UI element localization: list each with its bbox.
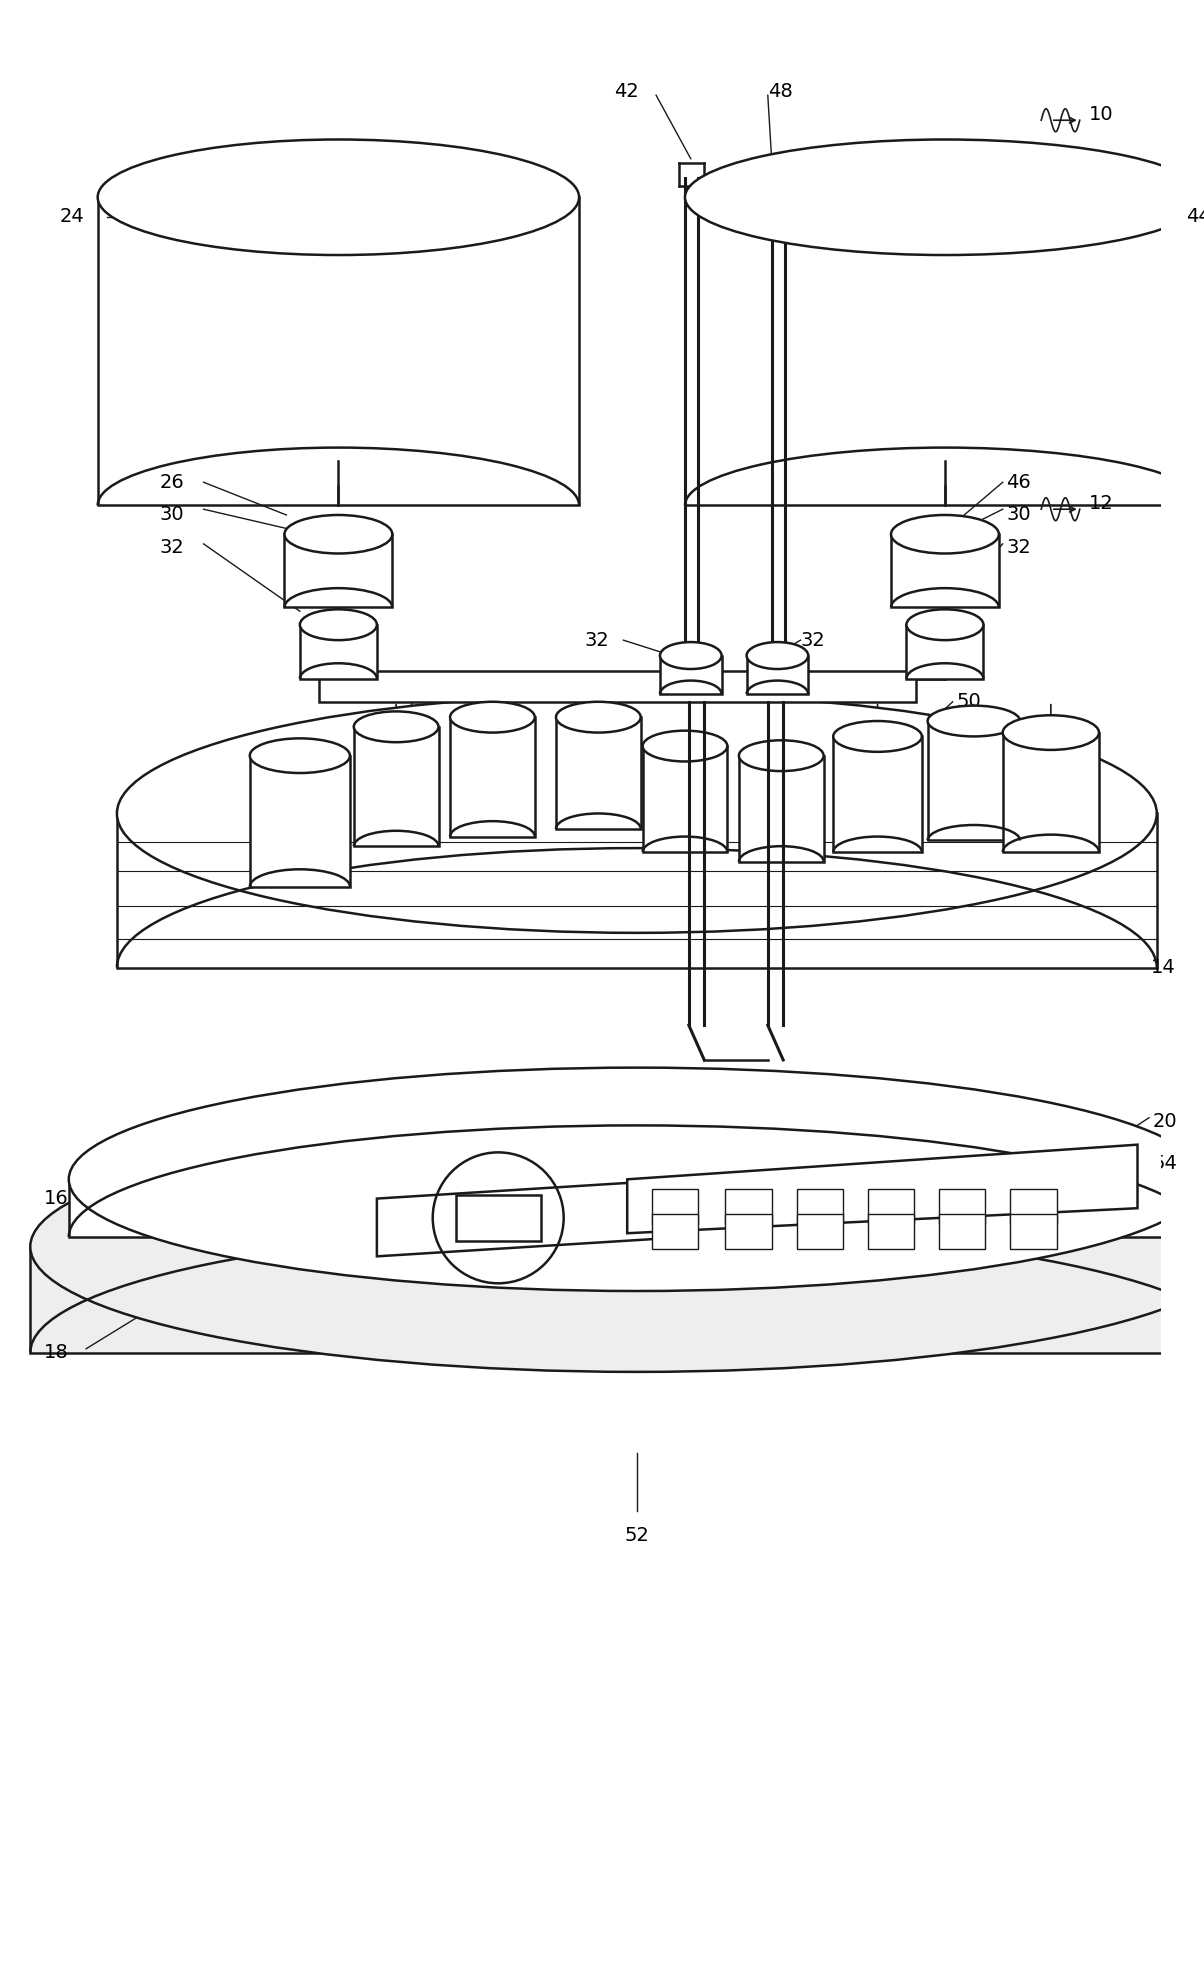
Ellipse shape xyxy=(30,1121,1204,1371)
Polygon shape xyxy=(69,1180,1204,1238)
Polygon shape xyxy=(117,813,1157,968)
FancyBboxPatch shape xyxy=(939,1188,985,1224)
Text: 30: 30 xyxy=(159,505,184,525)
Ellipse shape xyxy=(660,642,721,670)
Ellipse shape xyxy=(354,711,438,743)
Ellipse shape xyxy=(69,1067,1204,1292)
Text: 44: 44 xyxy=(1186,207,1204,227)
Polygon shape xyxy=(556,717,641,829)
Text: 30: 30 xyxy=(1007,505,1031,525)
Polygon shape xyxy=(30,1246,1204,1353)
Text: 32: 32 xyxy=(585,630,609,650)
Ellipse shape xyxy=(685,139,1204,254)
Text: 10: 10 xyxy=(1090,105,1114,123)
Text: 46: 46 xyxy=(1007,473,1032,491)
FancyBboxPatch shape xyxy=(868,1214,914,1248)
Polygon shape xyxy=(377,1180,685,1256)
Text: 34: 34 xyxy=(868,827,892,846)
FancyBboxPatch shape xyxy=(726,1214,772,1248)
Text: 22: 22 xyxy=(1022,1232,1046,1250)
Text: 28: 28 xyxy=(294,827,319,846)
Ellipse shape xyxy=(907,610,984,640)
Ellipse shape xyxy=(284,515,393,554)
Polygon shape xyxy=(1003,733,1099,852)
Text: 54: 54 xyxy=(1153,1154,1178,1174)
FancyBboxPatch shape xyxy=(797,1214,843,1248)
Polygon shape xyxy=(833,737,922,852)
Polygon shape xyxy=(685,197,1204,505)
Polygon shape xyxy=(98,197,579,505)
Text: 18: 18 xyxy=(43,1343,69,1363)
Text: 42: 42 xyxy=(614,81,638,101)
Text: 50: 50 xyxy=(120,819,146,839)
Ellipse shape xyxy=(927,705,1020,737)
Text: 32: 32 xyxy=(159,538,184,556)
Polygon shape xyxy=(907,624,984,680)
Ellipse shape xyxy=(249,739,350,773)
Ellipse shape xyxy=(117,693,1157,932)
FancyBboxPatch shape xyxy=(939,1214,985,1248)
Text: 52: 52 xyxy=(625,1526,649,1546)
Polygon shape xyxy=(927,721,1020,841)
Text: 38: 38 xyxy=(409,785,435,803)
Ellipse shape xyxy=(450,701,535,733)
FancyBboxPatch shape xyxy=(456,1194,541,1242)
Polygon shape xyxy=(284,535,393,608)
Text: 14: 14 xyxy=(1151,958,1176,978)
Polygon shape xyxy=(627,1145,1138,1234)
Polygon shape xyxy=(354,727,438,846)
FancyBboxPatch shape xyxy=(1010,1188,1057,1224)
Text: 26: 26 xyxy=(159,473,184,491)
Ellipse shape xyxy=(643,731,727,761)
Polygon shape xyxy=(746,656,808,693)
FancyBboxPatch shape xyxy=(1010,1214,1057,1248)
FancyBboxPatch shape xyxy=(797,1188,843,1224)
Polygon shape xyxy=(891,535,999,608)
Ellipse shape xyxy=(300,610,377,640)
Polygon shape xyxy=(660,656,721,693)
FancyBboxPatch shape xyxy=(653,1188,698,1224)
FancyBboxPatch shape xyxy=(726,1188,772,1224)
Text: 12: 12 xyxy=(1090,495,1114,513)
Polygon shape xyxy=(739,755,824,862)
Text: 20: 20 xyxy=(1153,1113,1178,1131)
Ellipse shape xyxy=(739,741,824,771)
Ellipse shape xyxy=(556,701,641,733)
Text: 16: 16 xyxy=(43,1188,69,1208)
Text: 24: 24 xyxy=(59,207,84,227)
Polygon shape xyxy=(300,624,377,680)
Ellipse shape xyxy=(1003,715,1099,749)
Polygon shape xyxy=(249,755,350,886)
FancyBboxPatch shape xyxy=(868,1188,914,1224)
Text: 48: 48 xyxy=(768,81,792,101)
Ellipse shape xyxy=(746,642,808,670)
Text: 50: 50 xyxy=(956,691,981,711)
Polygon shape xyxy=(450,717,535,837)
Ellipse shape xyxy=(833,721,922,751)
FancyBboxPatch shape xyxy=(319,672,916,701)
Ellipse shape xyxy=(891,515,999,554)
Text: 32: 32 xyxy=(1007,538,1032,556)
Text: 32: 32 xyxy=(801,630,825,650)
FancyBboxPatch shape xyxy=(653,1214,698,1248)
Polygon shape xyxy=(643,745,727,852)
Ellipse shape xyxy=(98,139,579,254)
